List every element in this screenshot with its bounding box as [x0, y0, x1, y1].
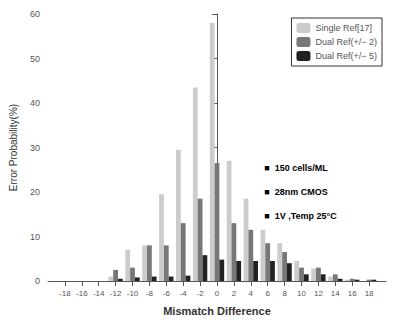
- svg-text:-6: -6: [163, 289, 171, 298]
- svg-text:40: 40: [30, 98, 40, 108]
- svg-text:12: 12: [314, 289, 323, 298]
- svg-text:18: 18: [365, 289, 374, 298]
- svg-text:4: 4: [249, 289, 254, 298]
- svg-text:0: 0: [215, 289, 220, 298]
- svg-text:■ 150 cells/ML: ■ 150 cells/ML: [264, 163, 328, 173]
- svg-text:-14: -14: [93, 289, 105, 298]
- svg-text:Single Ref[17]: Single Ref[17]: [315, 23, 372, 33]
- svg-text:30: 30: [30, 143, 40, 153]
- svg-text:50: 50: [30, 54, 40, 64]
- svg-text:Dual Ref(+/− 2): Dual Ref(+/− 2): [315, 37, 377, 47]
- svg-text:6: 6: [265, 289, 270, 298]
- svg-text:2: 2: [232, 289, 237, 298]
- svg-text:10: 10: [297, 289, 306, 298]
- svg-text:■ 28nm CMOS: ■ 28nm CMOS: [264, 187, 327, 197]
- svg-text:10: 10: [30, 232, 40, 242]
- svg-text:-12: -12: [110, 289, 122, 298]
- svg-text:16: 16: [348, 289, 357, 298]
- svg-text:-16: -16: [76, 289, 88, 298]
- svg-text:20: 20: [30, 187, 40, 197]
- svg-text:-2: -2: [197, 289, 205, 298]
- svg-text:-4: -4: [180, 289, 188, 298]
- svg-text:-10: -10: [127, 289, 139, 298]
- svg-text:Dual Ref(+/− 5): Dual Ref(+/− 5): [315, 51, 377, 61]
- svg-text:8: 8: [282, 289, 287, 298]
- svg-text:-18: -18: [59, 289, 71, 298]
- svg-text:-8: -8: [146, 289, 154, 298]
- svg-text:14: 14: [331, 289, 340, 298]
- svg-text:■ 1V ,Temp 25°C: ■ 1V ,Temp 25°C: [264, 211, 337, 221]
- svg-text:0: 0: [35, 276, 40, 286]
- svg-text:Mismatch Difference: Mismatch Difference: [163, 305, 271, 317]
- svg-text:60: 60: [30, 9, 40, 19]
- svg-text:Error Probability(%): Error Probability(%): [8, 104, 19, 191]
